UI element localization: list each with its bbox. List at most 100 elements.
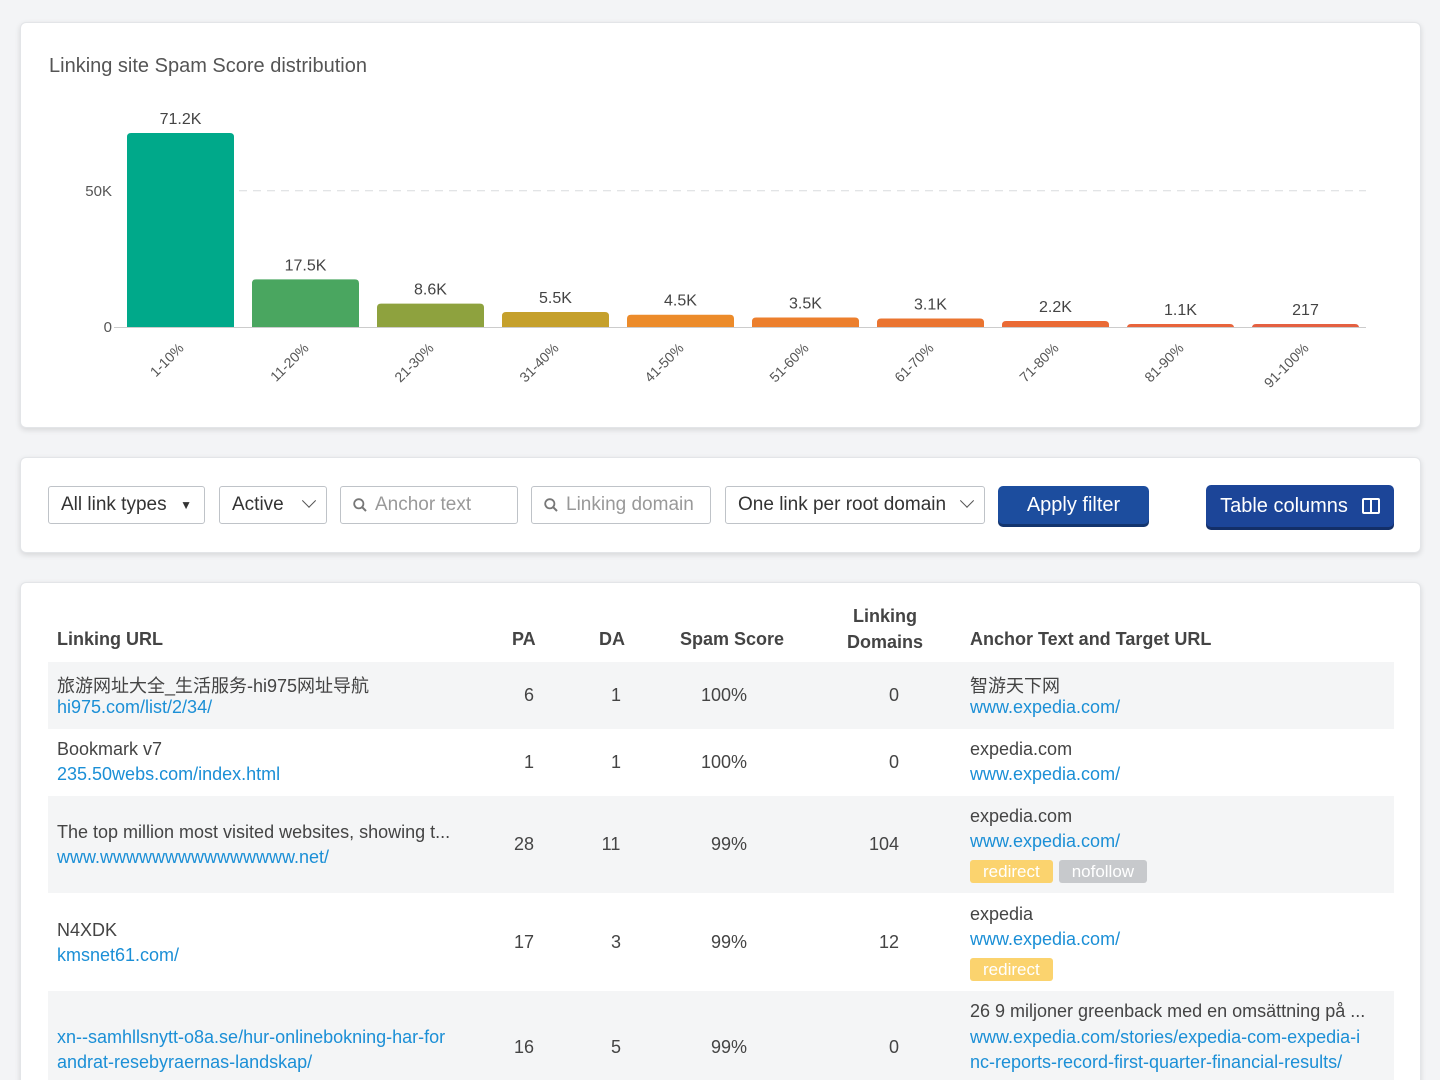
search-icon bbox=[353, 498, 367, 512]
header-linking-url[interactable]: Linking URL bbox=[57, 629, 163, 649]
target-url-link[interactable]: www.expedia.com/ bbox=[970, 831, 1121, 851]
linking-url-link[interactable]: 235.50webs.com/index.html bbox=[57, 764, 281, 784]
link-badges: redirect bbox=[970, 958, 1059, 981]
apply-filter-button[interactable]: Apply filter bbox=[998, 486, 1149, 524]
da-value: 11 bbox=[601, 834, 621, 854]
bar bbox=[1252, 324, 1359, 328]
target-url-line2: nc-reports-record-first-quarter-financia… bbox=[970, 1052, 1343, 1072]
caret-down-icon: ▼ bbox=[180, 498, 192, 512]
bar-value-label: 4.5K bbox=[664, 293, 697, 310]
header-anchor-target[interactable]: Anchor Text and Target URL bbox=[970, 629, 1212, 649]
y-tick-label: 0 bbox=[104, 319, 112, 336]
linking-url-link[interactable]: hi975.com/list/2/34/ bbox=[57, 697, 213, 717]
spam-score-value: 99% bbox=[710, 834, 748, 854]
x-category-label: 61-70% bbox=[891, 340, 936, 385]
x-category-label: 51-60% bbox=[766, 340, 811, 385]
linking-domains-value: 0 bbox=[888, 685, 899, 705]
bar bbox=[252, 279, 359, 327]
target-url-link[interactable]: www.expedia.com/ bbox=[970, 697, 1121, 717]
spam-score-bar-chart: 0 50K 71.2K 1-10% 17.5K 11-20% 8.6K 21-30% 5.5K 3… bbox=[85, 111, 1366, 391]
table-row: Bookmark v7 235.50webs.com/index.html 1 … bbox=[48, 729, 1394, 796]
chevron-down-icon bbox=[301, 493, 317, 508]
redirect-badge: redirect bbox=[970, 958, 1053, 981]
nofollow-badge: nofollow bbox=[1058, 860, 1148, 883]
bar bbox=[627, 314, 734, 327]
linking-domains-value: 12 bbox=[878, 932, 900, 952]
per-domain-value: One link per root domain bbox=[738, 494, 947, 515]
da-value: 1 bbox=[610, 685, 621, 705]
pa-value: 6 bbox=[523, 685, 534, 705]
linking-url-line1: xn--samhllsnytt-o8a.se/hur-onlinebokning… bbox=[57, 1027, 446, 1047]
header-linking-domains-line1: Linking bbox=[853, 606, 917, 626]
anchor-text-search[interactable] bbox=[340, 486, 518, 524]
header-pa[interactable]: PA bbox=[512, 629, 536, 649]
bar-value-label: 1.1K bbox=[1164, 302, 1197, 319]
redirect-badge: redirect bbox=[970, 860, 1053, 883]
target-url-link[interactable]: www.expedia.com/ bbox=[970, 764, 1121, 784]
linking-page-title: The top million most visited websites, s… bbox=[57, 822, 451, 842]
filter-bar: All link types ▼ Active One link per roo… bbox=[20, 457, 1421, 553]
x-category-label: 41-50% bbox=[641, 340, 686, 385]
pa-value: 17 bbox=[513, 932, 535, 952]
spam-score-value: 100% bbox=[700, 752, 748, 772]
bar bbox=[127, 133, 234, 327]
x-category-label: 91-100% bbox=[1261, 340, 1312, 391]
spam-score-value: 99% bbox=[710, 1037, 748, 1057]
table-columns-button[interactable]: Table columns bbox=[1206, 485, 1394, 527]
target-url-line1: www.expedia.com/stories/expedia-com-expe… bbox=[970, 1027, 1361, 1047]
anchor-text: 智游天下网 bbox=[970, 676, 1060, 696]
bar bbox=[502, 312, 609, 327]
bar bbox=[1127, 324, 1234, 328]
table-row: The top million most visited websites, s… bbox=[48, 796, 1394, 893]
backlinks-table: Linking URL PA DA Spam Score Linking Dom… bbox=[20, 582, 1421, 1080]
bar-value-label: 3.5K bbox=[789, 295, 822, 312]
header-spam-score[interactable]: Spam Score bbox=[680, 629, 785, 649]
linking-url-link[interactable]: xn--samhllsnytt-o8a.se/hur-onlinebokning… bbox=[57, 1025, 445, 1075]
pa-value: 1 bbox=[523, 752, 534, 772]
linking-page-title: 旅游网址大全_生活服务-hi975网址导航 bbox=[57, 676, 370, 696]
table-row: 旅游网址大全_生活服务-hi975网址导航 hi975.com/list/2/3… bbox=[48, 662, 1394, 729]
bar bbox=[1002, 321, 1109, 327]
spam-score-value: 100% bbox=[700, 685, 748, 705]
link-type-value: All link types bbox=[61, 494, 167, 515]
da-value: 3 bbox=[610, 932, 621, 952]
pa-value: 28 bbox=[513, 834, 535, 854]
x-category-label: 21-30% bbox=[391, 340, 436, 385]
spam-score-chart-card: Linking site Spam Score distribution 0 50… bbox=[20, 22, 1421, 428]
bar-value-label: 3.1K bbox=[914, 297, 947, 314]
target-url-link[interactable]: www.expedia.com/ bbox=[970, 929, 1121, 949]
link-type-select[interactable]: All link types ▼ bbox=[48, 486, 205, 524]
x-category-label: 71-80% bbox=[1016, 340, 1061, 385]
target-url-link[interactable]: www.expedia.com/stories/expedia-com-expe… bbox=[970, 1025, 1360, 1075]
da-value: 5 bbox=[610, 1037, 621, 1057]
linking-url-link[interactable]: www.wwwwwwwwwwwwwww.net/ bbox=[57, 847, 330, 867]
linking-domain-search[interactable] bbox=[531, 486, 711, 524]
anchor-text: expedia.com bbox=[970, 739, 1073, 759]
bar bbox=[877, 318, 984, 327]
columns-icon bbox=[1361, 498, 1380, 514]
x-category-label: 11-20% bbox=[267, 340, 312, 385]
linking-domains-value: 0 bbox=[888, 752, 899, 772]
linking-domain-input[interactable] bbox=[566, 494, 698, 516]
search-icon bbox=[544, 498, 558, 512]
header-da[interactable]: DA bbox=[599, 629, 625, 649]
anchor-text: expedia bbox=[970, 904, 1034, 924]
bar-value-label: 71.2K bbox=[160, 111, 202, 128]
linking-url-link[interactable]: kmsnet61.com/ bbox=[57, 945, 180, 965]
status-select[interactable]: Active bbox=[219, 486, 327, 524]
bar bbox=[752, 317, 859, 327]
table-row: xn--samhllsnytt-o8a.se/hur-onlinebokning… bbox=[48, 991, 1394, 1080]
per-domain-select[interactable]: One link per root domain bbox=[725, 486, 985, 524]
x-category-label: 31-40% bbox=[516, 340, 561, 385]
header-linking-domains-line2: Domains bbox=[846, 632, 924, 652]
bar-value-label: 8.6K bbox=[414, 282, 447, 299]
spam-score-value: 99% bbox=[710, 932, 748, 952]
bar-value-label: 2.2K bbox=[1039, 299, 1072, 316]
x-category-label: 81-90% bbox=[1141, 340, 1186, 385]
bar-value-label: 17.5K bbox=[285, 257, 327, 274]
link-badges: redirect nofollow bbox=[970, 860, 1153, 883]
bar-value-label: 217 bbox=[1292, 302, 1319, 319]
header-linking-domains[interactable]: Linking Domains bbox=[825, 603, 945, 655]
table-row: N4XDK kmsnet61.com/ 17 3 99% 12 expedia … bbox=[48, 893, 1394, 991]
anchor-text-input[interactable] bbox=[375, 494, 505, 516]
